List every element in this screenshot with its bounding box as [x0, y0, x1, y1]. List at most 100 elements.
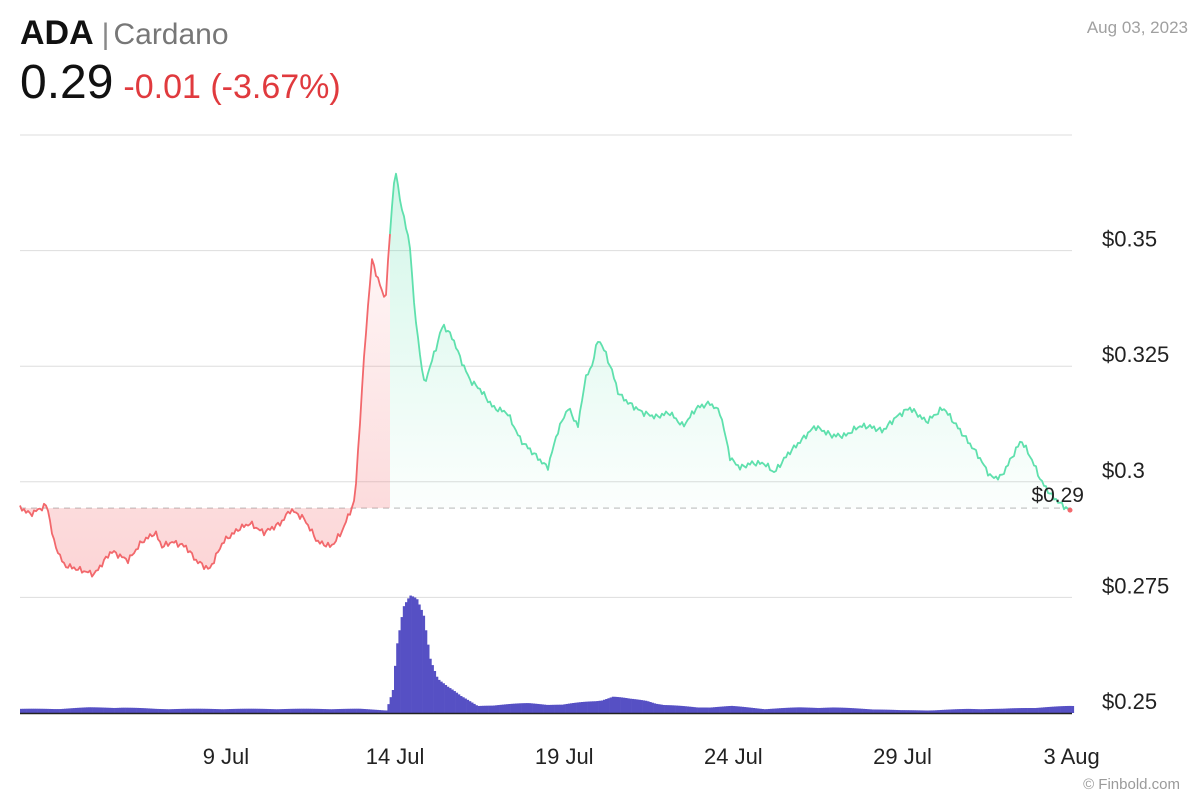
volume-bar: [831, 707, 835, 713]
volume-bar: [1023, 708, 1026, 713]
volume-bar: [312, 708, 316, 713]
y-tick-label: $0.3: [1102, 458, 1145, 483]
volume-bar: [330, 709, 333, 713]
volume-bar: [849, 708, 852, 713]
volume-bar: [444, 685, 448, 713]
volume-bar: [222, 709, 225, 713]
volume-bar: [1010, 708, 1013, 713]
volume-bar: [545, 704, 549, 713]
volume-bar: [686, 706, 690, 713]
volume-bar: [178, 708, 181, 713]
volume-bar: [68, 708, 71, 713]
volume-bar: [902, 710, 905, 713]
volume-bar: [1056, 706, 1059, 713]
volume-bar: [790, 707, 793, 713]
volume-bar: [422, 615, 426, 713]
volume-bar: [763, 709, 767, 713]
volume-bar: [499, 704, 503, 713]
volume-bar: [108, 707, 111, 713]
volume-bar: [884, 709, 888, 713]
volume-bar: [952, 709, 956, 713]
volume-bar: [596, 701, 599, 713]
volume-bar: [20, 708, 23, 713]
volume-bar: [576, 702, 580, 713]
volume-bar: [116, 707, 120, 713]
volume-bar: [66, 708, 69, 713]
volume-bar: [974, 709, 978, 713]
volume-bar: [961, 708, 965, 713]
volume-bar: [999, 708, 1002, 713]
volume-bar: [385, 710, 388, 713]
volume-bar: [495, 705, 498, 713]
volume-bar: [1069, 705, 1072, 713]
asset-symbol: ADA: [20, 14, 94, 52]
volume-bar: [825, 707, 828, 713]
volume-bar: [913, 710, 916, 713]
volume-bar: [719, 706, 723, 713]
volume-bar: [979, 709, 982, 713]
volume-bar: [895, 709, 899, 713]
volume-bar: [1060, 706, 1064, 713]
volume-bar: [347, 708, 351, 713]
volume-bar: [279, 709, 283, 713]
volume-bar: [609, 697, 613, 713]
volume-bar: [563, 704, 566, 713]
volume-bar: [671, 705, 674, 713]
x-tick-label: 14 Jul: [366, 744, 425, 769]
volume-bar: [207, 708, 210, 713]
volume-bar: [204, 708, 208, 713]
volume-bar: [1040, 707, 1044, 713]
price-line: [19, 172, 1073, 578]
volume-bar: [202, 708, 206, 713]
volume-bar: [794, 707, 797, 713]
volume-bar: [26, 708, 30, 713]
volume-bar: [809, 707, 813, 713]
volume-bar: [319, 708, 322, 713]
volume-bar: [180, 708, 184, 713]
volume-bar: [990, 708, 993, 713]
volume-bar: [820, 707, 824, 713]
volume-bar: [435, 676, 439, 713]
volume-bar: [521, 703, 525, 713]
volume-bar: [479, 705, 483, 713]
volume-bar: [446, 686, 450, 713]
volume-bar: [378, 710, 382, 713]
volume-bar: [1045, 707, 1048, 713]
volume-bar: [706, 707, 709, 713]
volume-bar: [345, 708, 349, 713]
volume-bar: [515, 703, 518, 713]
volume-bar: [534, 703, 538, 713]
volume-bar: [290, 708, 294, 713]
volume-bar: [644, 700, 648, 713]
volume-bar: [770, 708, 773, 713]
volume-bar: [1029, 708, 1033, 713]
volume-bar: [574, 702, 577, 713]
volume-bar: [33, 708, 36, 713]
volume-bar: [141, 708, 144, 713]
volume-bar: [259, 708, 263, 713]
volume-bar: [328, 709, 331, 713]
volume-bar: [836, 707, 839, 713]
volume-bar: [301, 708, 305, 713]
volume-bar: [462, 697, 465, 713]
volume-bar: [919, 710, 923, 713]
volume-bar: [284, 708, 287, 713]
volume-bar: [981, 709, 984, 713]
volume-bar: [649, 702, 652, 713]
volume-bar: [130, 707, 133, 713]
volume-bar: [44, 708, 47, 713]
volume-bar: [616, 696, 619, 713]
volume-bar: [273, 709, 276, 713]
volume-bar: [1043, 707, 1046, 713]
volume-bar: [306, 708, 309, 713]
volume-bar: [193, 708, 197, 713]
volume-bar: [1027, 708, 1031, 713]
volume-bar: [105, 707, 109, 713]
volume-bar: [488, 705, 492, 713]
volume-bar: [715, 707, 718, 713]
y-tick-label: $0.325: [1102, 342, 1169, 367]
volume-bar: [717, 706, 720, 713]
volume-bar: [926, 710, 929, 713]
volume-bar: [829, 707, 833, 713]
